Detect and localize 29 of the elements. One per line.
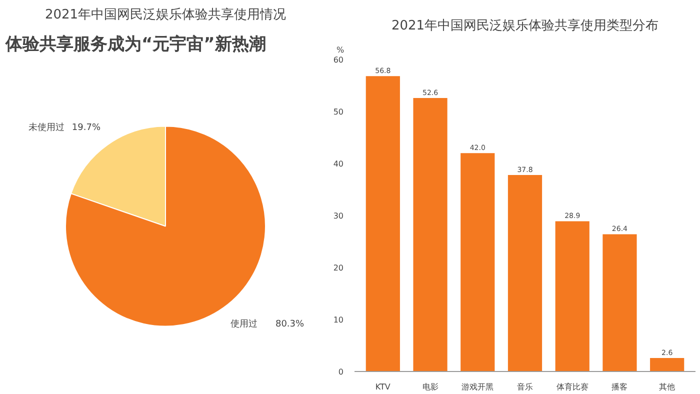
bar <box>508 174 542 372</box>
bar <box>650 358 684 372</box>
y-tick-label: 10 <box>333 316 344 324</box>
x-tick-label: KTV <box>375 382 391 392</box>
y-tick-label: 30 <box>333 212 344 220</box>
y-axis-title: % <box>336 46 344 54</box>
x-tick-label: 其他 <box>659 382 676 392</box>
bar <box>460 153 495 372</box>
y-tick-label: 0 <box>338 368 344 376</box>
chart-title: 2021年中国网民泛娱乐体验共享使用类型分布 <box>391 18 659 34</box>
y-tick-label: 40 <box>333 160 344 168</box>
text: 体验共享服务成为“元宇宙”新热潮 <box>4 34 266 54</box>
x-tick-label: 电影 <box>422 382 438 392</box>
x-tick-label: 体育比赛 <box>556 382 588 392</box>
chart-title: 2021年中国网民泛娱乐体验共享使用情况 <box>44 6 286 22</box>
y-tick-label: 20 <box>333 264 344 272</box>
bar <box>413 98 448 372</box>
slice-label: 使用过 <box>230 318 258 330</box>
x-tick-label: 音乐 <box>517 382 533 392</box>
y-tick-label: 60 <box>333 56 344 64</box>
slice-label: 未使用过 <box>28 122 65 134</box>
data-label: 19.7% <box>72 123 101 134</box>
x-tick-label: 播客 <box>612 382 628 392</box>
bar <box>602 234 637 372</box>
x-tick-label: 游戏开黑 <box>462 382 494 392</box>
data-label: 80.3% <box>275 319 305 330</box>
bar <box>555 221 590 372</box>
bar <box>366 76 400 372</box>
y-tick-label: 50 <box>333 108 344 116</box>
